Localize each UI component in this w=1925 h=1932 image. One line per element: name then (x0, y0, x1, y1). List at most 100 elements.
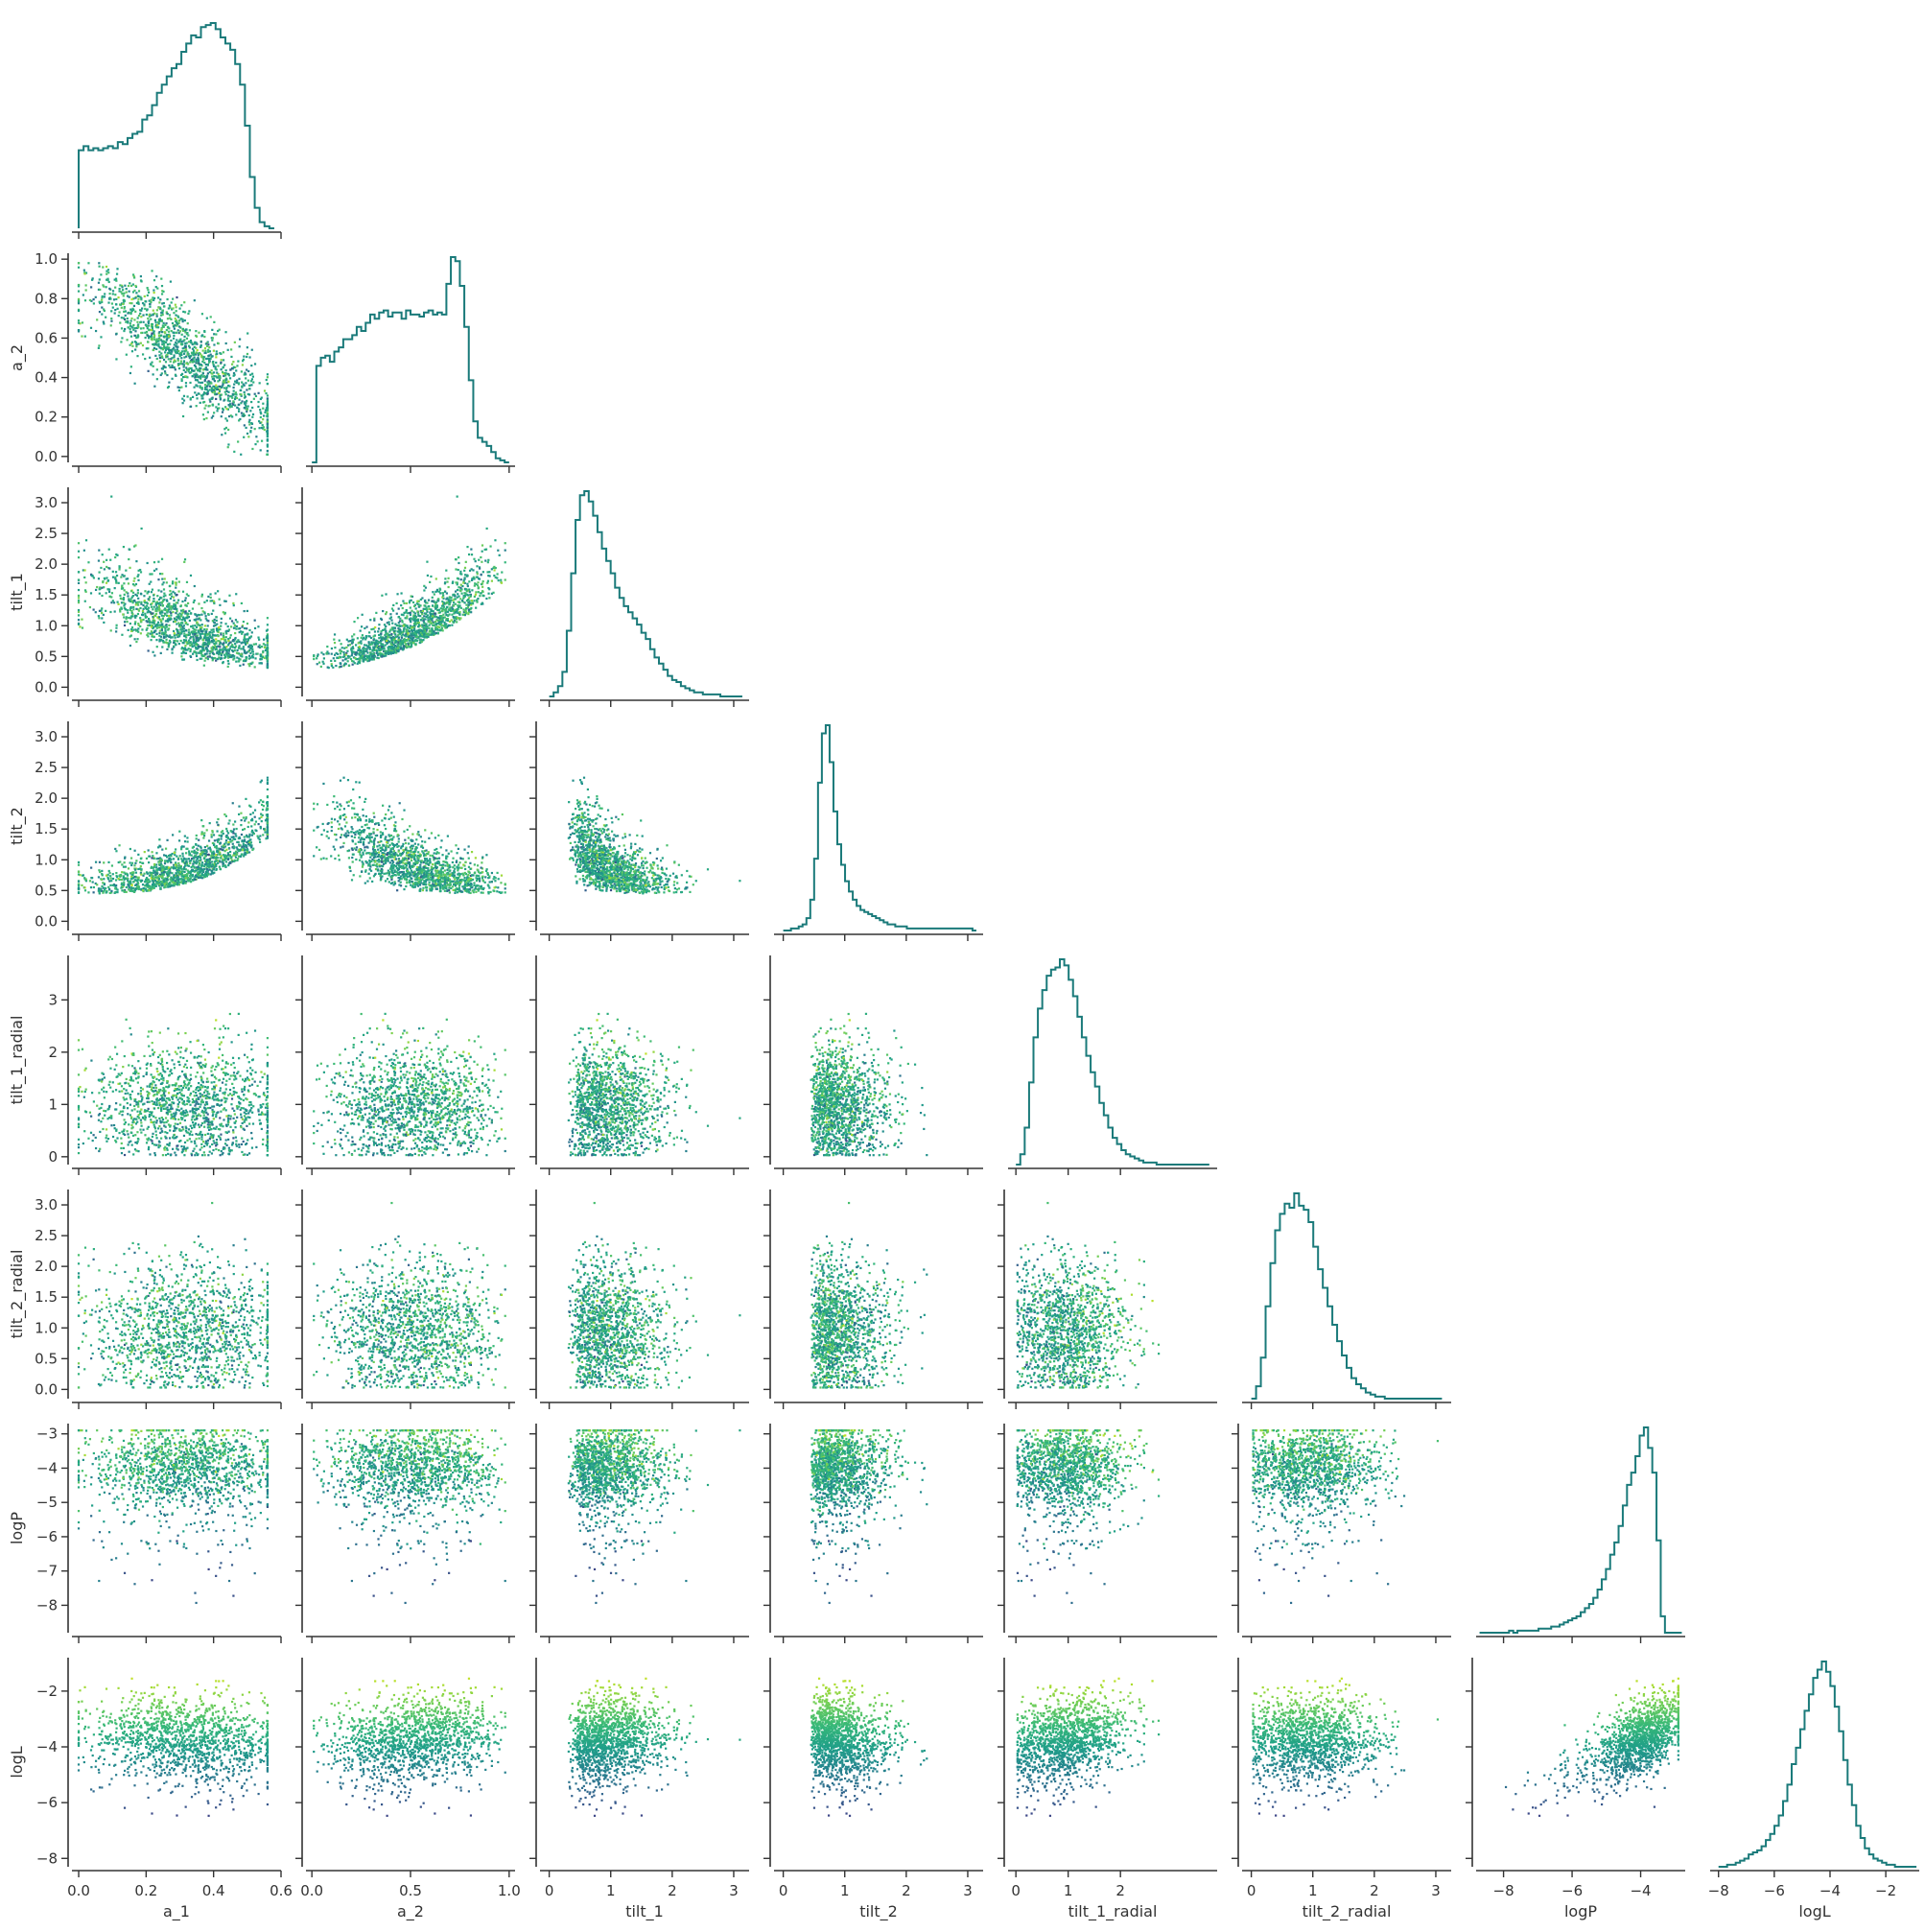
scatter-point (121, 585, 123, 587)
scatter-point (195, 347, 197, 349)
scatter-point (410, 624, 411, 626)
scatter-point (207, 412, 209, 413)
scatter-point (171, 365, 173, 366)
scatter-point (123, 293, 125, 295)
scatter-point (155, 348, 157, 350)
scatter-point (179, 330, 181, 332)
scatter-point (448, 586, 450, 588)
scatter-point (176, 608, 177, 610)
scatter-point (192, 646, 194, 648)
scatter-point (186, 376, 188, 378)
scatter-point (216, 620, 218, 622)
scatter-point (184, 604, 186, 606)
scatter-point (99, 610, 101, 612)
scatter-point (148, 370, 150, 372)
scatter-point (233, 626, 235, 628)
scatter-point (141, 307, 143, 309)
scatter-point (98, 617, 100, 619)
scatter-point (455, 590, 457, 592)
scatter-point (93, 302, 95, 304)
scatter-point (176, 310, 177, 312)
scatter-point (161, 312, 163, 314)
scatter-point (115, 571, 117, 573)
scatter-point (172, 582, 174, 584)
scatter-point (201, 313, 203, 315)
scatter-point (201, 397, 203, 399)
scatter-point (128, 558, 129, 560)
scatter-point (196, 360, 198, 362)
scatter-point (180, 363, 182, 365)
scatter-point (213, 640, 215, 642)
scatter-point (471, 589, 473, 591)
scatter-point (213, 412, 215, 413)
scatter-point (153, 279, 155, 281)
scatter-point (262, 651, 264, 653)
scatter-point (248, 356, 250, 358)
scatter-point (487, 580, 489, 582)
scatter-point (125, 570, 127, 572)
scatter-point (194, 387, 196, 389)
scatter-point (184, 319, 186, 321)
scatter-point (209, 350, 211, 352)
scatter-point (179, 355, 181, 357)
scatter-point (228, 628, 230, 630)
scatter-point (203, 628, 205, 630)
scatter-point (181, 612, 183, 614)
scatter-point (123, 299, 125, 301)
scatter-point (95, 296, 97, 298)
scatter-point (194, 365, 196, 366)
scatter-point (182, 415, 184, 417)
scatter-point (221, 359, 223, 361)
scatter-point (456, 621, 458, 623)
scatter-point (236, 621, 238, 623)
scatter-point (260, 416, 262, 418)
scatter-point (192, 607, 194, 609)
scatter-point (153, 373, 154, 375)
scatter-point (212, 415, 214, 417)
scatter-point (208, 358, 210, 360)
scatter-point (244, 627, 246, 629)
scatter-point (137, 592, 139, 594)
scatter-point (211, 631, 213, 633)
scatter-point (259, 382, 261, 384)
scatter-point (211, 657, 213, 659)
scatter-point (267, 617, 269, 619)
scatter-point (162, 604, 164, 606)
scatter-point (444, 577, 446, 579)
scatter-point (194, 600, 196, 601)
scatter-point (148, 649, 150, 651)
scatter-point (78, 542, 80, 544)
scatter-point (83, 577, 85, 578)
scatter-point (172, 611, 174, 613)
scatter-point (169, 585, 171, 587)
scatter-point (198, 618, 200, 620)
scatter-point (233, 384, 235, 386)
scatter-point (220, 398, 222, 400)
scatter-point (159, 361, 161, 363)
scatter-point (339, 649, 340, 651)
scatter-point (411, 610, 412, 612)
scatter-point (151, 606, 153, 608)
scatter-point (180, 361, 182, 363)
scatter-point (111, 592, 113, 594)
scatter-point (246, 400, 247, 402)
scatter-point (110, 596, 112, 598)
scatter-point (119, 608, 121, 610)
scatter-point (255, 436, 257, 437)
scatter-point (213, 601, 215, 602)
scatter-point (140, 327, 142, 329)
scatter-point (198, 332, 200, 334)
scatter-point (206, 381, 208, 383)
scatter-point (233, 451, 235, 453)
scatter-point (148, 591, 150, 593)
scatter-point (195, 629, 197, 631)
scatter-point (185, 597, 187, 599)
scatter-point (108, 281, 110, 283)
scatter-point (112, 290, 114, 292)
scatter-point (182, 591, 184, 593)
scatter-point (184, 375, 186, 377)
scatter-point (184, 558, 186, 560)
scatter-point (238, 399, 240, 401)
scatter-point (261, 646, 263, 648)
scatter-point (182, 328, 184, 330)
